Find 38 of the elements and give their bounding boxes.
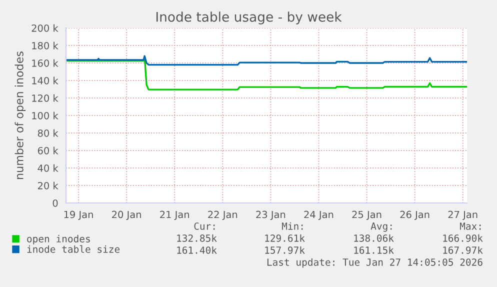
x-tick-label: 20 Jan — [112, 210, 141, 220]
text: Last update: Tue Jan 27 14:05:05 2026 — [267, 258, 482, 268]
x-tick-label: 25 Jan — [352, 210, 382, 220]
text: 167.97k — [443, 246, 483, 254]
x-tick-label: 27 Jan — [448, 210, 478, 220]
legend-label: inode table size — [27, 245, 120, 253]
legend-label: open inodes — [27, 234, 90, 244]
text: Min: — [282, 222, 303, 230]
y-tick-label: 20 k — [38, 182, 58, 190]
y-tick-label: 0 — [52, 199, 58, 207]
y-tick-label: 200 k — [32, 24, 58, 32]
text: 166.90k — [443, 234, 483, 242]
y-axis-title: number of open inodes — [14, 52, 26, 179]
y-tick-label: 40 k — [38, 164, 58, 172]
text: 132.85k — [177, 234, 217, 242]
text: 157.97k — [265, 246, 305, 254]
y-tick-label: 140 k — [32, 76, 58, 84]
y-tick-label: 180 k — [32, 42, 58, 50]
text: Avg: — [370, 222, 392, 232]
text: 161.15k — [354, 246, 394, 254]
line-series — [66, 55, 467, 66]
x-tick-label: 19 Jan — [64, 210, 93, 220]
text: Cur: — [194, 222, 215, 230]
chart-title: Inode table usage - by week — [156, 12, 342, 24]
x-tick-label: 23 Jan — [256, 210, 286, 220]
x-tick-label: 24 Jan — [304, 210, 334, 220]
text: Max: — [460, 222, 481, 230]
y-tick-label: 80 k — [38, 129, 58, 137]
text: 138.06k — [354, 234, 394, 242]
y-tick-label: 100 k — [32, 112, 58, 120]
x-tick-label: 22 Jan — [208, 210, 238, 220]
x-tick-label: 21 Jan — [160, 210, 189, 220]
x-tick-label: 26 Jan — [400, 210, 430, 220]
y-tick-label: 120 k — [32, 94, 58, 102]
y-tick-label: 160 k — [32, 59, 58, 67]
text: 161.40k — [177, 246, 217, 254]
y-tick-label: 60 k — [38, 146, 58, 154]
text: 129.61k — [265, 234, 305, 242]
